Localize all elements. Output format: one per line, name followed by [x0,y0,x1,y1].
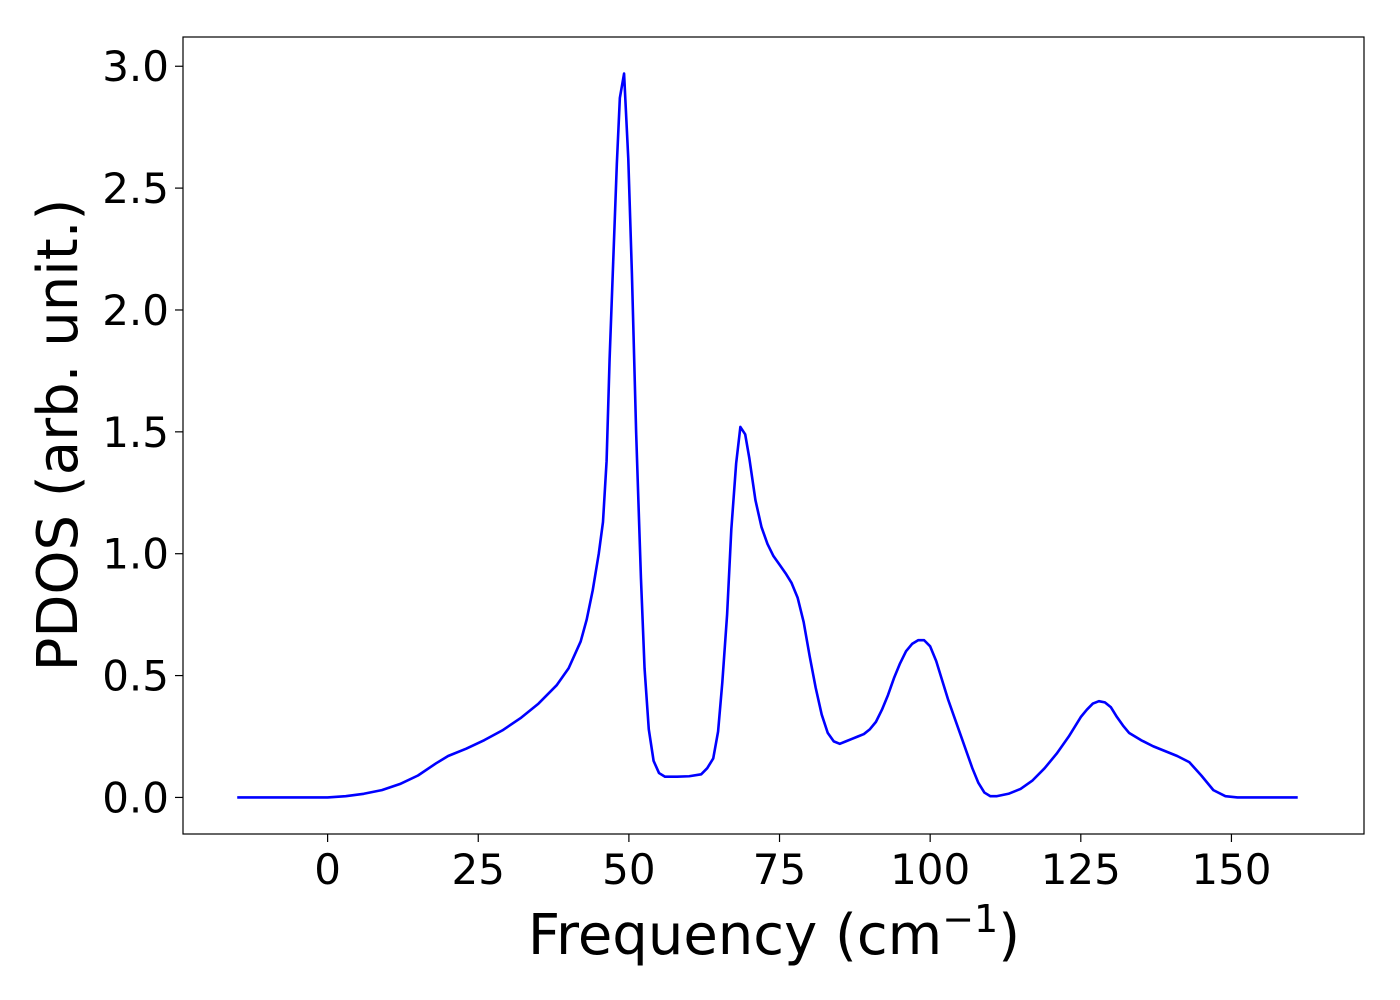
y-axis-label: PDOS (arb. unit.) [26,199,91,672]
x-axis-label-close: ) [998,903,1020,968]
y-tick-label: 2.0 [102,286,169,335]
x-tick-label: 0 [314,845,341,894]
x-tick-label: 25 [452,845,505,894]
x-tick-label: 50 [602,845,655,894]
plot-frame [182,36,1365,835]
y-tick-label: 1.0 [102,530,169,579]
y-tick-label: 1.5 [102,408,169,457]
y-tick-label: 0.0 [102,773,169,822]
x-axis-label-superscript: −1 [942,897,998,941]
x-tick-label: 100 [890,845,970,894]
x-axis-ticks: 0 25 50 75 100 125 150 [314,834,1272,894]
x-tick-label: 150 [1191,845,1271,894]
y-axis-ticks: 0.0 0.5 1.0 1.5 2.0 2.5 3.0 [102,42,183,822]
pdos-series-line [237,72,1298,799]
x-axis-label-main: Frequency (cm [528,903,942,968]
x-tick-label: 125 [1041,845,1121,894]
y-tick-label: 0.5 [102,652,169,701]
y-tick-label: 3.0 [102,42,169,91]
y-tick-label: 2.5 [102,164,169,213]
x-axis-label: Frequency (cm−1) [528,897,1020,968]
x-tick-label: 75 [753,845,806,894]
